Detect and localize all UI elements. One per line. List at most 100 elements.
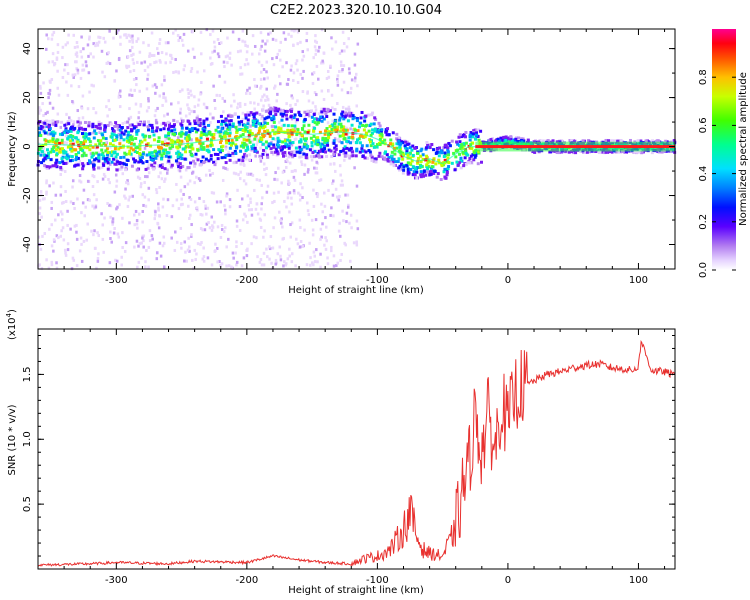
heatmap-speckle [73,45,77,49]
heatmap-cell [472,129,476,133]
heatmap-cell [343,115,347,119]
heatmap-speckle [349,213,353,217]
heatmap-cell [276,129,280,133]
heatmap-speckle [314,218,318,222]
heatmap-cell [70,158,74,162]
heatmap-cell [459,158,463,162]
heatmap-cell [358,141,362,145]
heatmap-cell [369,153,373,157]
heatmap-cell [150,151,154,155]
heatmap-speckle [52,249,55,253]
heatmap-cell [51,130,55,134]
heatmap-cell [323,147,327,151]
colorbar-tick-label: 0.0 [698,262,709,278]
heatmap-cell [121,161,125,165]
heatmap-speckle [60,218,64,222]
heatmap-speckle [341,183,344,187]
heatmap-cell [195,139,199,143]
heatmap-cell [421,173,425,177]
heatmap-cell [45,123,49,127]
heatmap-cell [265,153,269,157]
heatmap-speckle [301,58,304,62]
heatmap-cell [313,121,317,125]
heatmap-cell [407,171,411,175]
heatmap-speckle [97,252,100,256]
heatmap-cell [426,161,430,165]
heatmap-cell [472,151,476,155]
heatmap-speckle [161,103,164,107]
heatmap-cell [389,138,393,142]
heatmap-speckle [288,247,291,251]
heatmap-speckle [102,36,105,40]
heatmap-cell [617,150,621,154]
heatmap-speckle [184,168,188,172]
heatmap-speckle [269,31,272,35]
heatmap-speckle [259,225,263,229]
heatmap-speckle [338,139,341,143]
heatmap-speckle [201,228,205,232]
heatmap-speckle [321,222,324,226]
heatmap-speckle [75,237,79,241]
heatmap-cell [187,134,191,138]
heatmap-speckle [148,54,151,58]
heatmap-speckle [270,261,273,265]
heatmap-cell [103,159,107,163]
heatmap-speckle [156,47,159,51]
heatmap-speckle [77,116,81,120]
heatmap-speckle [210,215,214,219]
heatmap-cell [76,138,80,142]
heatmap-cell [493,139,497,143]
heatmap-cell [357,125,361,129]
heatmap-speckle [244,43,247,47]
heatmap-speckle [133,223,136,227]
heatmap-speckle [179,107,182,111]
heatmap-speckle [258,178,261,182]
heatmap-speckle [163,75,166,79]
heatmap-speckle [203,228,207,232]
heatmap-speckle [321,61,325,65]
heatmap-speckle [225,192,229,196]
heatmap-speckle [82,47,85,51]
heatmap-speckle [174,57,177,61]
heatmap-speckle [278,120,281,124]
heatmap-speckle [315,171,319,175]
heatmap-speckle [120,167,123,171]
heatmap-speckle [307,213,311,217]
heatmap-cell [392,157,396,161]
heatmap-cell [333,146,337,150]
heatmap-cell [231,122,235,126]
heatmap-cell [279,146,283,150]
heatmap-cell [47,125,51,129]
heatmap-cell [264,146,268,150]
heatmap-speckle [219,200,222,204]
heatmap-speckle [50,77,54,81]
heatmap-speckle [288,182,291,186]
heatmap-speckle [331,119,334,123]
heatmap-cell [399,150,403,154]
heatmap-speckle [235,260,239,264]
heatmap-speckle [292,175,296,179]
heatmap-speckle [155,257,159,261]
heatmap-speckle [265,166,268,170]
heatmap-speckle [302,69,305,73]
heatmap-speckle [66,63,69,67]
heatmap-cell [233,149,237,153]
heatmap-cell [408,146,412,150]
heatmap-cell [290,150,294,154]
heatmap-cell [106,153,110,157]
heatmap-cell [43,131,47,135]
heatmap-cell [457,161,461,165]
heatmap-cell [284,142,288,146]
heatmap-speckle [170,102,173,106]
heatmap-cell [242,143,246,147]
heatmap-speckle [144,260,147,264]
heatmap-cell [68,159,72,163]
heatmap-speckle [350,226,353,230]
heatmap-speckle [173,248,177,252]
heatmap-speckle [81,63,85,67]
heatmap-cell [287,155,291,159]
heatmap-speckle [202,102,206,106]
heatmap-speckle [292,71,296,75]
heatmap-cell [312,134,316,138]
heatmap-cell [87,124,91,128]
